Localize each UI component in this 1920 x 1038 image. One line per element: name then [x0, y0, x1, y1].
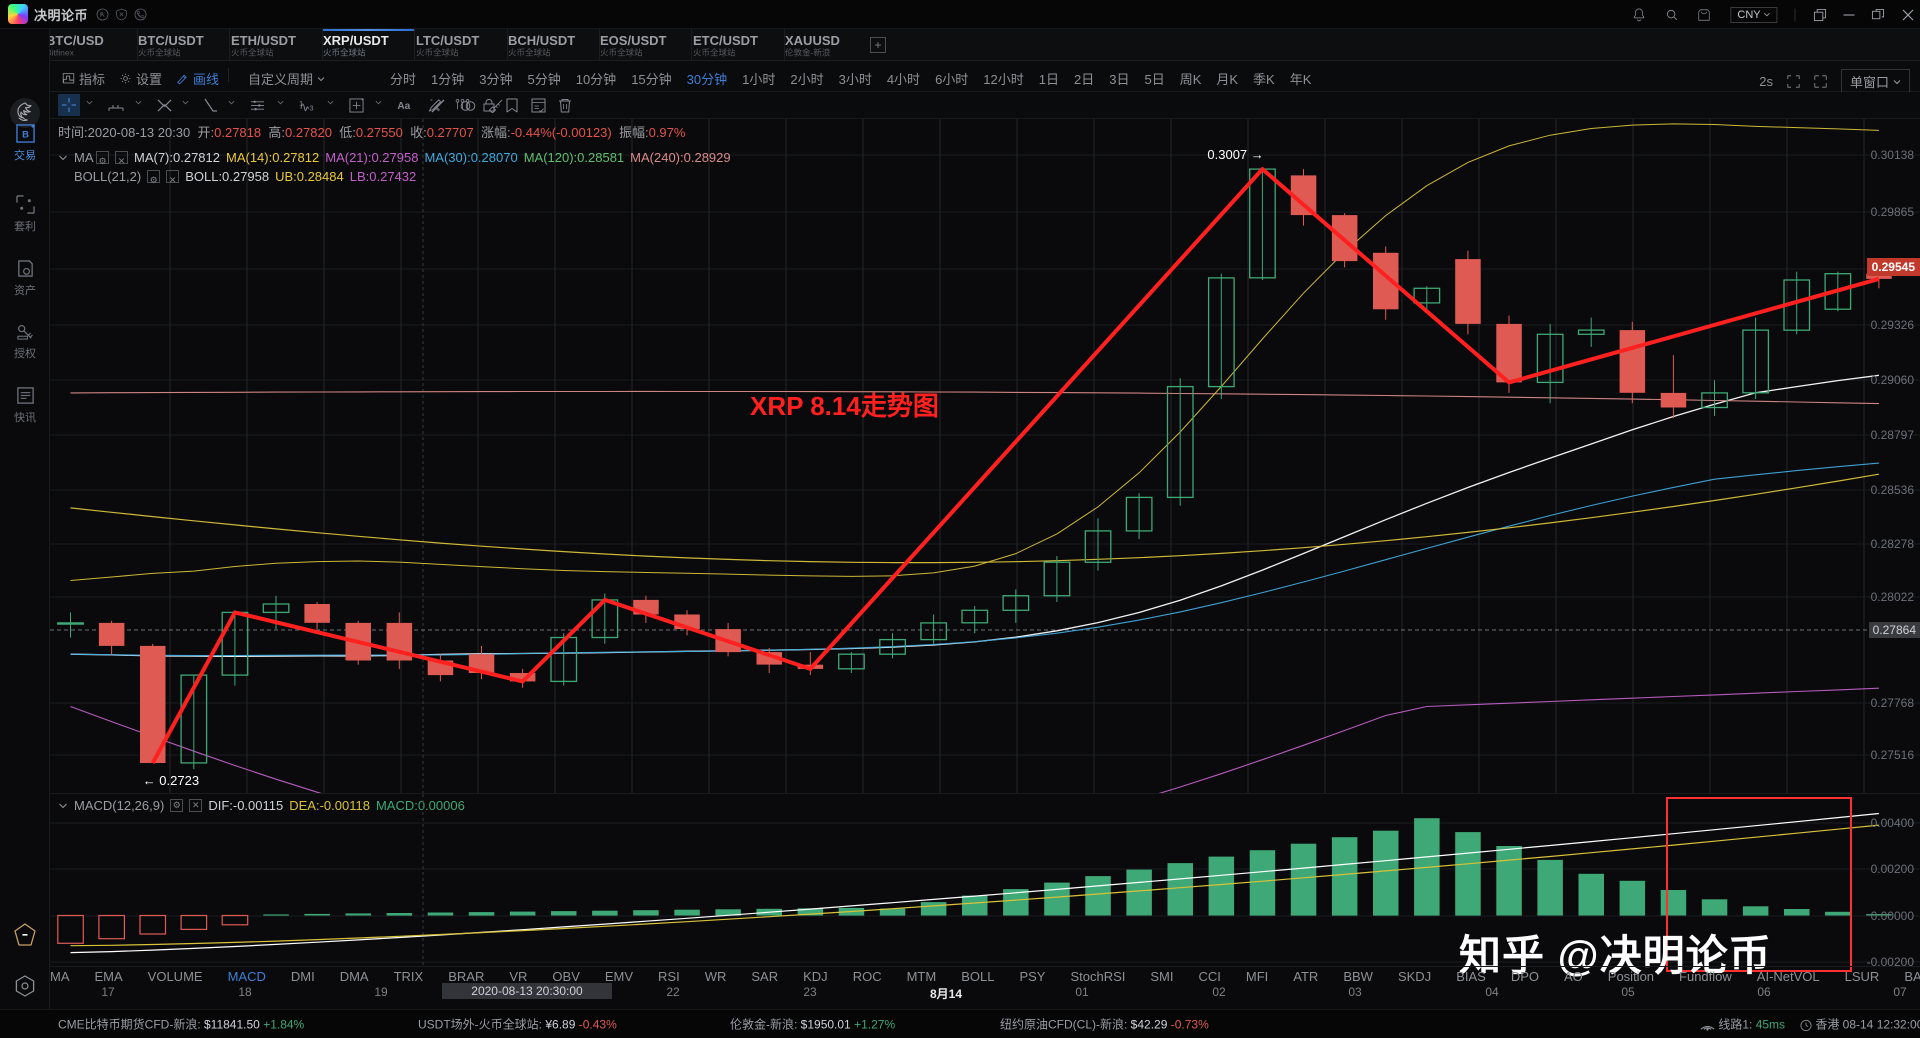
svg-text:3: 3 — [309, 104, 313, 112]
svg-text:← 0.2723: ← 0.2723 — [143, 773, 199, 788]
svg-text:Aa: Aa — [397, 101, 410, 111]
svg-text:B: B — [22, 129, 29, 140]
svg-text:0.3007 →: 0.3007 → — [1207, 147, 1263, 162]
svg-text:XRP 8.14走势图: XRP 8.14走势图 — [750, 391, 939, 421]
